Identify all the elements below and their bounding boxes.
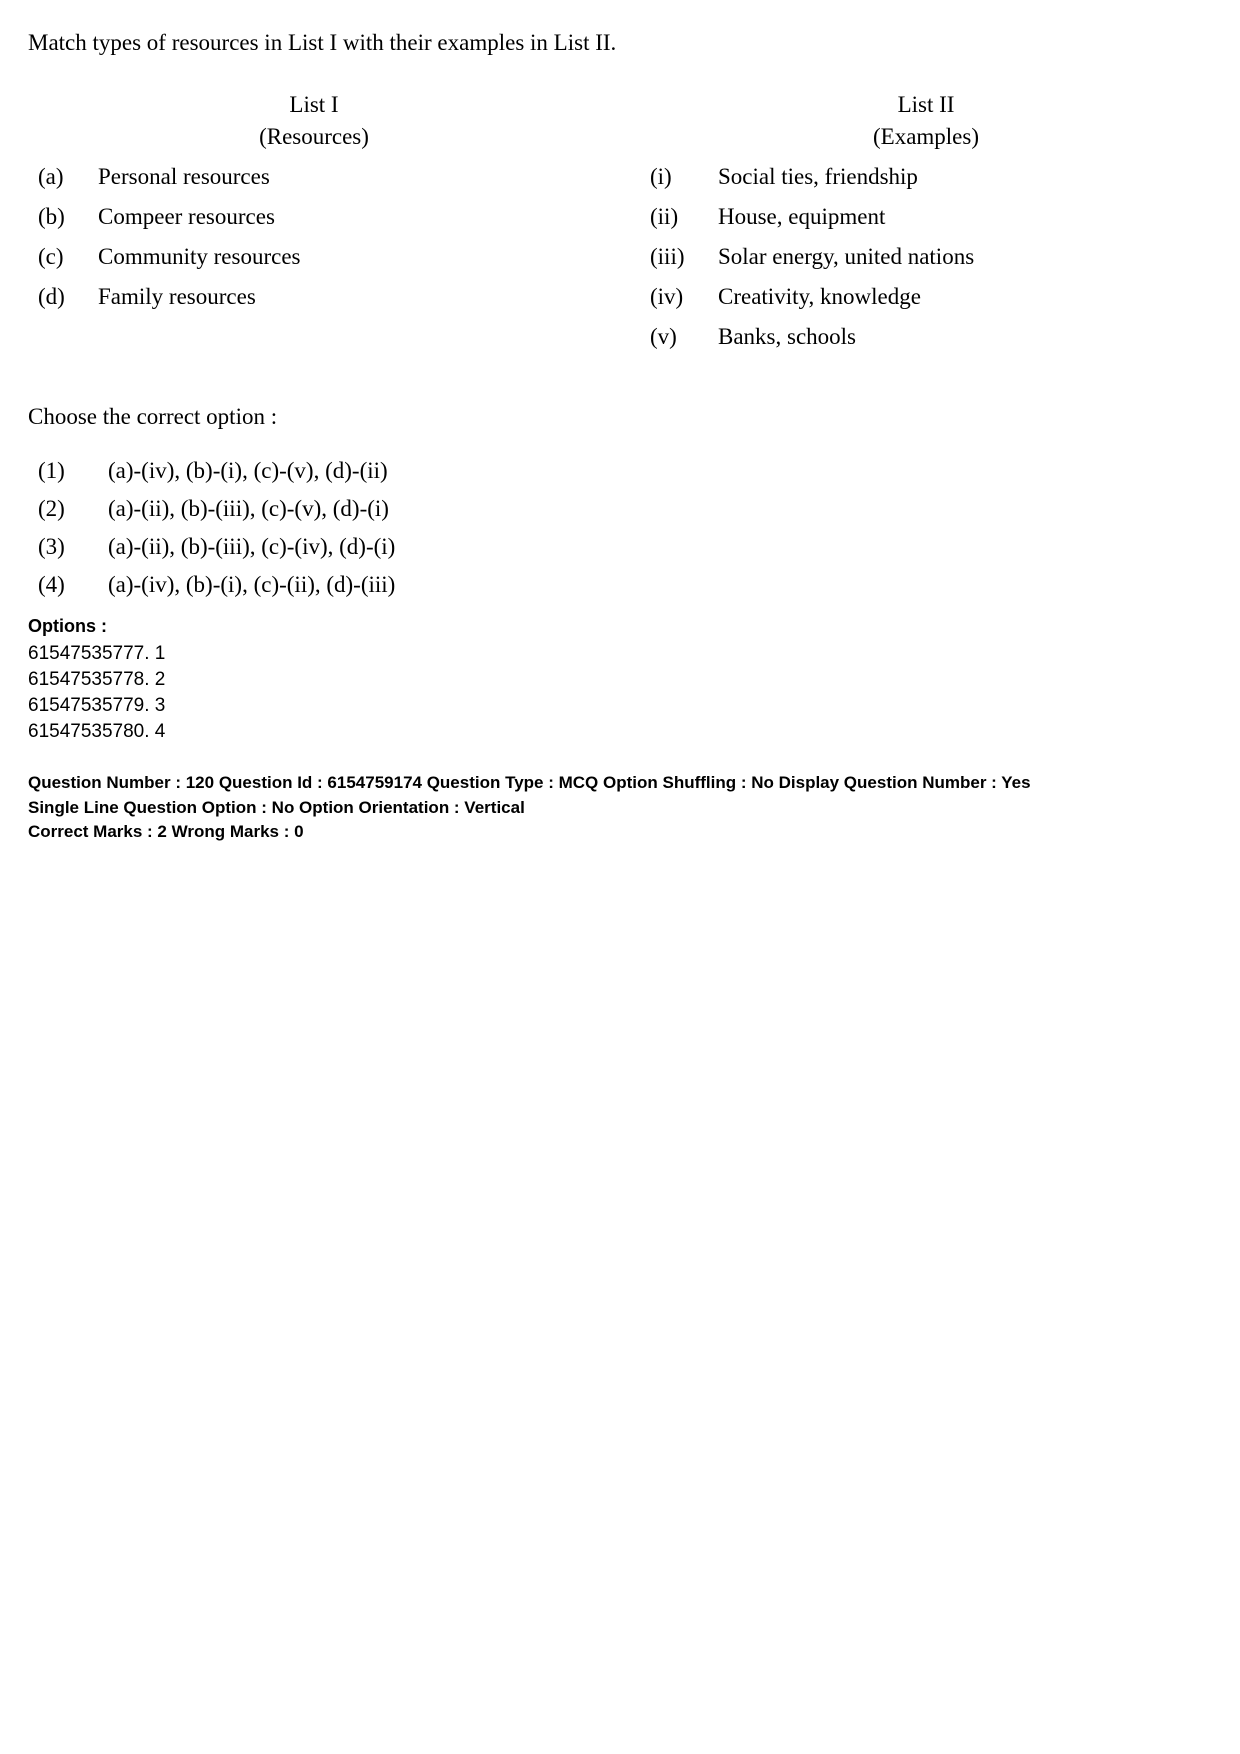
list-item: (i) Social ties, friendship bbox=[640, 164, 1212, 190]
options-heading: Options : bbox=[28, 616, 1212, 637]
list-item: (v) Banks, schools bbox=[640, 324, 1212, 350]
answer-option-text: (a)-(iv), (b)-(i), (c)-(ii), (d)-(iii) bbox=[108, 572, 1212, 598]
answer-options: (1) (a)-(iv), (b)-(i), (c)-(v), (d)-(ii)… bbox=[28, 458, 1212, 598]
meta-line: Single Line Question Option : No Option … bbox=[28, 796, 1212, 821]
list-item-text: Personal resources bbox=[98, 164, 600, 190]
question-prompt: Match types of resources in List I with … bbox=[28, 30, 1212, 56]
answer-option-text: (a)-(ii), (b)-(iii), (c)-(v), (d)-(i) bbox=[108, 496, 1212, 522]
answer-option: (2) (a)-(ii), (b)-(iii), (c)-(v), (d)-(i… bbox=[28, 496, 1212, 522]
option-code: 61547535777. 1 bbox=[28, 643, 1212, 665]
list-item: (a) Personal resources bbox=[28, 164, 600, 190]
list-item-text: Community resources bbox=[98, 244, 600, 270]
question-metadata: Question Number : 120 Question Id : 6154… bbox=[28, 771, 1212, 845]
list-item-text: Banks, schools bbox=[718, 324, 1212, 350]
answer-option-label: (4) bbox=[38, 572, 108, 598]
option-code: 61547535778. 2 bbox=[28, 669, 1212, 691]
option-code: 61547535779. 3 bbox=[28, 695, 1212, 717]
list-one-title: List I bbox=[28, 92, 600, 118]
answer-option: (3) (a)-(ii), (b)-(iii), (c)-(iv), (d)-(… bbox=[28, 534, 1212, 560]
list-one-subtitle: (Resources) bbox=[28, 124, 600, 150]
list-item-label: (iii) bbox=[650, 244, 718, 270]
list-item-label: (i) bbox=[650, 164, 718, 190]
answer-option-label: (3) bbox=[38, 534, 108, 560]
choose-prompt: Choose the correct option : bbox=[28, 404, 1212, 430]
list-item-label: (d) bbox=[38, 284, 98, 310]
list-item: (c) Community resources bbox=[28, 244, 600, 270]
list-item: (iv) Creativity, knowledge bbox=[640, 284, 1212, 310]
list-item-text: Social ties, friendship bbox=[718, 164, 1212, 190]
list-item-text: Compeer resources bbox=[98, 204, 600, 230]
list-two: List II (Examples) (i) Social ties, frie… bbox=[640, 92, 1212, 364]
list-item-label: (a) bbox=[38, 164, 98, 190]
answer-option-label: (1) bbox=[38, 458, 108, 484]
answer-option-label: (2) bbox=[38, 496, 108, 522]
list-item: (iii) Solar energy, united nations bbox=[640, 244, 1212, 270]
list-item-label: (v) bbox=[650, 324, 718, 350]
list-two-subtitle: (Examples) bbox=[640, 124, 1212, 150]
answer-option-text: (a)-(ii), (b)-(iii), (c)-(iv), (d)-(i) bbox=[108, 534, 1212, 560]
list-item: (ii) House, equipment bbox=[640, 204, 1212, 230]
list-one: List I (Resources) (a) Personal resource… bbox=[28, 92, 600, 364]
meta-line: Question Number : 120 Question Id : 6154… bbox=[28, 771, 1212, 796]
list-item-label: (ii) bbox=[650, 204, 718, 230]
answer-option: (1) (a)-(iv), (b)-(i), (c)-(v), (d)-(ii) bbox=[28, 458, 1212, 484]
answer-option-text: (a)-(iv), (b)-(i), (c)-(v), (d)-(ii) bbox=[108, 458, 1212, 484]
option-code: 61547535780. 4 bbox=[28, 721, 1212, 743]
list-item-text: House, equipment bbox=[718, 204, 1212, 230]
list-two-title: List II bbox=[640, 92, 1212, 118]
list-item-label: (iv) bbox=[650, 284, 718, 310]
lists-container: List I (Resources) (a) Personal resource… bbox=[28, 92, 1212, 364]
list-item-text: Solar energy, united nations bbox=[718, 244, 1212, 270]
list-item: (d) Family resources bbox=[28, 284, 600, 310]
list-item-label: (c) bbox=[38, 244, 98, 270]
meta-line: Correct Marks : 2 Wrong Marks : 0 bbox=[28, 820, 1212, 845]
answer-option: (4) (a)-(iv), (b)-(i), (c)-(ii), (d)-(ii… bbox=[28, 572, 1212, 598]
list-item-label: (b) bbox=[38, 204, 98, 230]
list-item-text: Family resources bbox=[98, 284, 600, 310]
list-item-text: Creativity, knowledge bbox=[718, 284, 1212, 310]
list-item: (b) Compeer resources bbox=[28, 204, 600, 230]
